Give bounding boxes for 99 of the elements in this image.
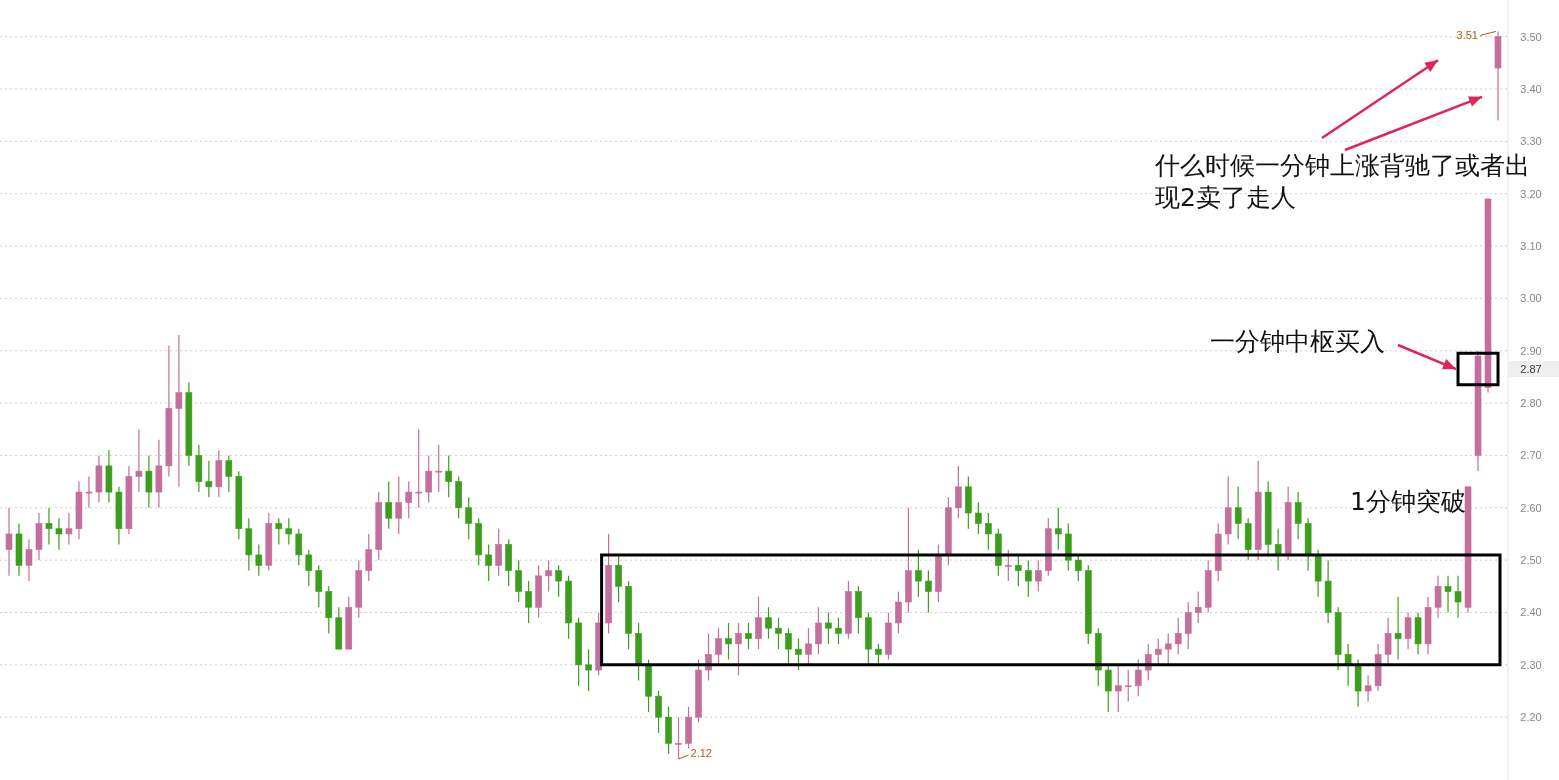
candlestick xyxy=(1434,575,1442,619)
candlestick xyxy=(485,543,492,582)
y-tick-label: 3.50 xyxy=(1520,30,1542,43)
annotation: 一分钟中枢买入 xyxy=(1210,326,1386,358)
candlestick xyxy=(385,481,393,530)
candlestick xyxy=(1394,596,1402,661)
annotation: 3.51 xyxy=(1456,29,1478,42)
candlestick xyxy=(1015,554,1022,587)
candlestick xyxy=(915,549,922,598)
candlestick xyxy=(1174,617,1182,655)
candlestick xyxy=(925,570,932,614)
candlestick xyxy=(275,517,283,546)
candlestick xyxy=(1025,559,1032,598)
candlestick xyxy=(1124,669,1132,703)
candlestick xyxy=(1114,664,1122,713)
y-tick-label: 2.30 xyxy=(1520,658,1542,671)
candlestick xyxy=(715,627,722,666)
candlestick xyxy=(1035,559,1042,593)
y-tick-label: 2.80 xyxy=(1520,397,1542,410)
y-tick-label: 2.40 xyxy=(1520,606,1542,619)
candlestick xyxy=(425,454,433,504)
candlestick xyxy=(745,622,752,650)
y-tick-label: 3.20 xyxy=(1520,187,1542,200)
y-tick-label: 3.40 xyxy=(1520,82,1542,95)
candlestick xyxy=(225,454,233,493)
candlestick xyxy=(1384,617,1392,666)
candlestick xyxy=(1364,674,1372,703)
candlestick xyxy=(805,627,812,666)
candlestick xyxy=(1134,659,1142,697)
candlestick xyxy=(365,533,373,582)
candlestick xyxy=(135,428,143,493)
y-tick-label: 2.50 xyxy=(1520,554,1542,567)
text: 2.87 xyxy=(1520,363,1542,376)
candlestick xyxy=(435,444,443,493)
y-tick-label: 3.00 xyxy=(1520,292,1542,305)
candlestick xyxy=(465,496,472,540)
annotation: 2.12 xyxy=(690,747,712,760)
candlestick xyxy=(1234,486,1242,540)
candlestick xyxy=(305,549,313,587)
candlestick xyxy=(1055,507,1062,551)
y-tick-label: 2.90 xyxy=(1520,344,1542,357)
candlestick xyxy=(55,517,63,551)
candlestick xyxy=(755,596,762,650)
candlestick xyxy=(315,564,323,608)
candlestick xyxy=(955,465,962,519)
candlestick xyxy=(495,528,502,577)
candlestick xyxy=(775,617,782,650)
candlestick xyxy=(615,554,622,603)
candlestick xyxy=(405,481,413,519)
candlestick xyxy=(25,538,33,582)
y-tick-label: 2.20 xyxy=(1520,711,1542,724)
candlestick xyxy=(145,454,153,509)
candlestick xyxy=(1164,632,1172,666)
candlestick xyxy=(675,716,682,760)
candlestick xyxy=(1404,611,1412,650)
candlestick xyxy=(415,428,423,509)
candlestick xyxy=(85,475,93,509)
y-tick-label: 2.60 xyxy=(1520,501,1542,514)
candlestick xyxy=(1194,590,1202,624)
candlestick xyxy=(545,559,552,593)
candlestick xyxy=(255,543,263,577)
candlestick xyxy=(655,690,662,734)
candlestick xyxy=(765,606,772,640)
y-tick-label: 3.30 xyxy=(1520,135,1542,148)
candlestick xyxy=(5,507,13,577)
candlestick xyxy=(1444,575,1452,614)
candlestick xyxy=(785,627,792,666)
candlestick xyxy=(1074,554,1082,582)
candlestick xyxy=(205,460,213,498)
annotation: 1分钟突破 xyxy=(1350,486,1467,518)
candlestick xyxy=(585,648,592,692)
candlestick xyxy=(975,501,982,535)
candlestick xyxy=(735,622,742,676)
candlestick xyxy=(825,611,832,645)
y-tick-label: 2.70 xyxy=(1520,449,1542,462)
candlestick xyxy=(895,590,902,635)
candlestick xyxy=(1454,575,1462,619)
candlestick xyxy=(835,617,842,645)
candlestick xyxy=(795,638,802,671)
candlestick xyxy=(65,512,73,546)
candlestick xyxy=(555,564,562,598)
candlestick xyxy=(285,517,293,546)
candlestick xyxy=(1154,638,1162,666)
candlestick xyxy=(525,580,532,624)
candlestick xyxy=(1184,601,1192,650)
candlestick xyxy=(725,622,732,661)
y-tick-label: 3.10 xyxy=(1520,240,1542,253)
candlestick xyxy=(175,334,183,488)
candlestick xyxy=(45,507,53,546)
candlestick xyxy=(1104,664,1112,713)
candlestick xyxy=(1005,549,1012,582)
candlestick xyxy=(875,643,882,666)
candlestick xyxy=(295,528,303,566)
candlestick xyxy=(395,475,403,535)
candlestick xyxy=(1294,491,1302,540)
candlestick xyxy=(985,512,992,551)
candlestick xyxy=(815,606,822,655)
candlestick xyxy=(445,454,452,498)
candlestick xyxy=(515,559,522,603)
